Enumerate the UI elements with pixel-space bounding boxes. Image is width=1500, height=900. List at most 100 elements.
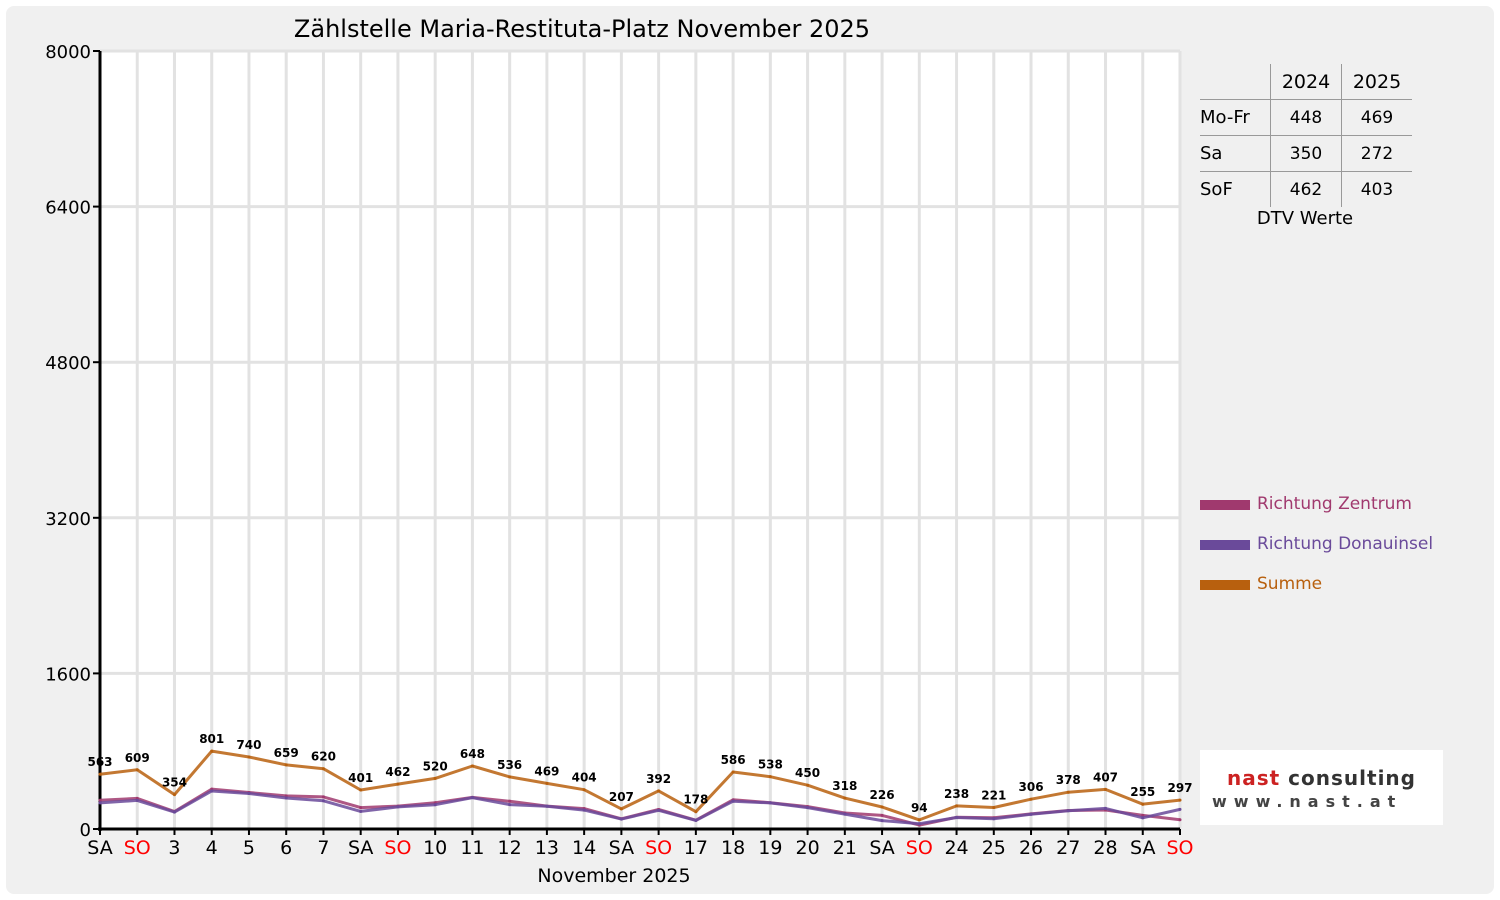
data-point bbox=[694, 810, 698, 814]
data-point bbox=[321, 767, 325, 771]
data-point bbox=[768, 801, 772, 805]
data-label: 469 bbox=[534, 764, 559, 778]
x-tick-label: 10 bbox=[423, 837, 447, 859]
x-tick-label: SO bbox=[384, 837, 411, 859]
dtv-table: 2024 2025 Mo-Fr 448 469 Sa 350 272 SoF 4… bbox=[1200, 64, 1412, 207]
x-tick-label: 12 bbox=[498, 837, 522, 859]
data-label: 226 bbox=[870, 788, 895, 802]
x-tick-label: 14 bbox=[572, 837, 596, 859]
dtv-value: 272 bbox=[1341, 135, 1412, 172]
data-point bbox=[433, 803, 437, 807]
x-tick-label: 25 bbox=[982, 837, 1006, 859]
data-point bbox=[880, 813, 884, 817]
x-tick-label: SA bbox=[87, 837, 112, 859]
data-point bbox=[98, 772, 102, 776]
dtv-corner bbox=[1200, 64, 1271, 100]
data-point bbox=[172, 810, 176, 814]
data-point bbox=[694, 818, 698, 822]
data-point bbox=[1141, 816, 1145, 820]
series-line-donauinsel bbox=[99, 789, 1181, 826]
data-label: 609 bbox=[125, 751, 150, 765]
data-label: 407 bbox=[1093, 770, 1118, 784]
logo-url: www.nast.at bbox=[1212, 792, 1403, 811]
data-point bbox=[1104, 806, 1108, 810]
data-point bbox=[955, 804, 959, 808]
data-label: 297 bbox=[1167, 781, 1192, 795]
dtv-row-label: Sa bbox=[1200, 135, 1271, 172]
data-label: 450 bbox=[795, 766, 820, 780]
data-point bbox=[1104, 787, 1108, 791]
x-tick-label: 19 bbox=[758, 837, 782, 859]
x-tick-label: 17 bbox=[684, 837, 708, 859]
data-label: 586 bbox=[721, 753, 746, 767]
x-tick-label: 27 bbox=[1056, 837, 1080, 859]
x-tick-label: 20 bbox=[795, 837, 819, 859]
x-axis-ticks: SA SO 3 4 5 6 7 SA SO 10 11 12 13 14 SA SO 17 18 19 20 21 SA S… bbox=[87, 829, 1194, 859]
data-point bbox=[1141, 802, 1145, 806]
dtv-year-2025: 2025 bbox=[1341, 64, 1412, 100]
data-labels: 563 609 354 801 740 659 620 401 462 520 648 536 469 4… bbox=[87, 732, 1192, 815]
chart-title: Zählstelle Maria-Restituta-Platz Novembe… bbox=[294, 15, 870, 43]
y-tick-label: 4800 bbox=[45, 353, 91, 374]
data-point bbox=[917, 822, 921, 826]
data-label: 94 bbox=[911, 801, 928, 815]
data-point bbox=[396, 782, 400, 786]
x-tick-label: 13 bbox=[535, 837, 559, 859]
data-point bbox=[508, 803, 512, 807]
grid-lines bbox=[100, 49, 1182, 831]
data-label: 178 bbox=[683, 793, 708, 807]
data-point bbox=[917, 818, 921, 822]
x-tick-label: SA bbox=[869, 837, 894, 859]
legend-swatch bbox=[1200, 580, 1250, 590]
logo-brand: nast consulting bbox=[1200, 766, 1443, 790]
x-tick-label: 26 bbox=[1019, 837, 1043, 859]
data-point bbox=[1178, 818, 1182, 822]
data-point bbox=[98, 798, 102, 802]
data-point bbox=[806, 783, 810, 787]
x-tick-label: 5 bbox=[243, 837, 255, 859]
data-label: 620 bbox=[311, 750, 336, 764]
y-tick-label: 1600 bbox=[45, 664, 91, 685]
data-point bbox=[1066, 790, 1070, 794]
legend-label: Summe bbox=[1257, 574, 1323, 594]
data-label: 520 bbox=[423, 759, 448, 773]
x-tick-label: SO bbox=[645, 837, 672, 859]
data-point bbox=[582, 808, 586, 812]
y-tick-label: 3200 bbox=[45, 509, 91, 530]
x-tick-label: 21 bbox=[833, 837, 857, 859]
data-point bbox=[768, 775, 772, 779]
data-point bbox=[321, 795, 325, 799]
legend-label: Richtung Zentrum bbox=[1257, 494, 1412, 514]
x-tick-label: 4 bbox=[206, 837, 218, 859]
x-axis-title: November 2025 bbox=[537, 865, 690, 887]
data-point bbox=[619, 817, 623, 821]
series-group bbox=[98, 749, 1182, 827]
data-point bbox=[619, 807, 623, 811]
data-point bbox=[992, 817, 996, 821]
dtv-row-mofr: Mo-Fr 448 469 bbox=[1200, 99, 1412, 136]
x-tick-label: 7 bbox=[317, 837, 329, 859]
y-tick-label: 0 bbox=[80, 820, 91, 841]
dtv-value: 350 bbox=[1270, 135, 1342, 172]
data-point bbox=[843, 796, 847, 800]
dtv-caption: DTV Werte bbox=[1256, 208, 1354, 229]
data-point bbox=[843, 812, 847, 816]
legend-item-zentrum: Richtung Zentrum bbox=[1200, 494, 1433, 534]
x-tick-label: 24 bbox=[944, 837, 968, 859]
data-point bbox=[657, 789, 661, 793]
data-point bbox=[545, 781, 549, 785]
dtv-row-sof: SoF 462 403 bbox=[1200, 171, 1412, 207]
data-point bbox=[545, 804, 549, 808]
data-point bbox=[806, 806, 810, 810]
x-tick-label: SO bbox=[906, 837, 933, 859]
dtv-header-row: 2024 2025 bbox=[1200, 64, 1412, 100]
dtv-row-label: Mo-Fr bbox=[1200, 99, 1271, 136]
data-label: 536 bbox=[497, 758, 522, 772]
data-point bbox=[508, 799, 512, 803]
logo-brand-a: nast bbox=[1227, 766, 1281, 790]
data-label: 801 bbox=[199, 732, 224, 746]
dtv-value: 403 bbox=[1341, 171, 1412, 207]
dtv-year-2024: 2024 bbox=[1270, 64, 1342, 100]
data-point bbox=[508, 775, 512, 779]
